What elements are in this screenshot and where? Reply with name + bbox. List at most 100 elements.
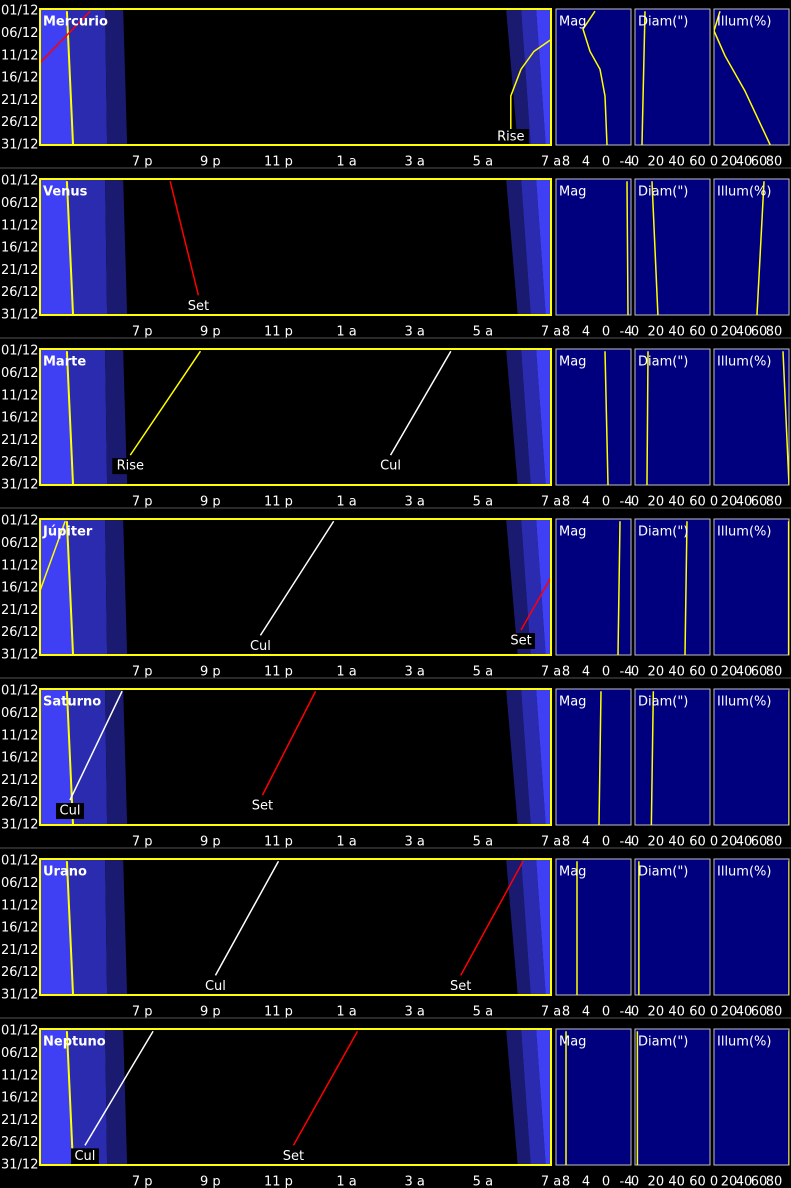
side-tick-label: 80 <box>766 835 783 850</box>
side-tick-label: 0 <box>631 665 639 680</box>
y-tick-label: 16/12 <box>1 1091 38 1106</box>
planet-panel: Set Venus 7 p 9 p 11 p 1 a 3 a 5 a 7 a 01/12 06/12… <box>0 167 791 340</box>
side-plot-background <box>634 518 711 656</box>
planet-panel: Rise Mercurio 7 p 9 p 11 p 1 a 3 a 5 a 7 a 01/12 0… <box>1 4 790 170</box>
diam-line <box>650 691 655 825</box>
twilight-band <box>40 9 73 145</box>
x-tick-label: 3 a <box>405 155 425 170</box>
event-line <box>84 1030 154 1146</box>
y-tick-label: 01/12 <box>1 344 38 359</box>
x-tick-label: 7 p <box>132 1175 153 1188</box>
event-label: Cul <box>60 804 81 819</box>
planet-name: Urano <box>43 865 87 880</box>
event-line <box>520 575 551 631</box>
twilight-band <box>66 519 108 655</box>
side-title: Diam(") <box>638 185 688 200</box>
event-line <box>129 350 202 456</box>
side-plot-background <box>713 178 790 316</box>
side-tick-label: 4 <box>582 1005 590 1020</box>
x-tick-label: 9 p <box>200 495 221 510</box>
side-tick-label: -4 <box>620 495 633 510</box>
event-label-bg <box>507 633 536 650</box>
twilight-band <box>105 519 128 655</box>
planet-name: Venus <box>43 185 88 200</box>
event-label-bg <box>70 1148 99 1165</box>
side-tick-label: 60 <box>689 665 706 680</box>
x-tick-label: 11 p <box>264 835 293 850</box>
side-tick-label: 40 <box>668 665 685 680</box>
x-tick-label: 7 a <box>541 495 561 510</box>
event-label-bg <box>112 458 149 475</box>
planet-name: Júpiter <box>42 525 93 540</box>
y-tick-label: 01/12 <box>1 684 38 699</box>
event-line <box>292 1030 359 1146</box>
y-tick-label: 31/12 <box>1 308 38 323</box>
y-tick-label: 11/12 <box>1 558 38 573</box>
sunset-line <box>65 691 75 825</box>
side-title: Diam(") <box>638 865 688 880</box>
y-tick-label: 06/12 <box>1 1046 38 1061</box>
event-label-bg <box>55 803 84 820</box>
x-tick-label: 3 a <box>405 325 425 340</box>
side-tick-label: 0 <box>602 1175 610 1188</box>
mag-line <box>626 181 629 315</box>
side-title: Illum(%) <box>717 1035 771 1050</box>
side-tick-label: 0 <box>710 665 718 680</box>
x-tick-label: 1 a <box>336 325 356 340</box>
side-tick-label: 0 <box>631 1175 639 1188</box>
twilight-band <box>521 859 546 995</box>
x-tick-label: 7 p <box>132 155 153 170</box>
side-plot-background <box>555 8 632 146</box>
x-tick-label: 3 a <box>405 665 425 680</box>
twilight-band <box>506 179 531 315</box>
x-tick-label: 7 p <box>132 665 153 680</box>
side-title: Mag <box>559 695 586 710</box>
plot-frame <box>39 518 552 656</box>
event-label-bg <box>279 1148 308 1165</box>
y-tick-label: 31/12 <box>1 648 38 663</box>
sunset-line <box>65 521 75 655</box>
side-plot-background <box>555 348 632 486</box>
y-tick-label: 26/12 <box>1 455 38 470</box>
side-tick-label: 40 <box>668 835 685 850</box>
y-tick-label: 06/12 <box>1 26 38 41</box>
event-label: Rise <box>497 130 524 145</box>
event-line <box>169 181 200 296</box>
side-tick-label: 40 <box>736 1175 753 1188</box>
event-label-bg <box>376 458 405 475</box>
twilight-band <box>105 349 128 485</box>
y-tick-label: 21/12 <box>1 773 38 788</box>
y-tick-label: 26/12 <box>1 115 38 130</box>
side-tick-label: 0 <box>631 495 639 510</box>
side-plot-background <box>634 858 711 996</box>
x-tick-label: 1 a <box>336 835 356 850</box>
twilight-band <box>66 349 108 485</box>
twilight-band <box>521 179 546 315</box>
x-tick-label: 7 a <box>541 1175 561 1188</box>
side-tick-label: 60 <box>689 835 706 850</box>
x-tick-label: 7 p <box>132 1005 153 1020</box>
side-tick-label: 0 <box>710 1005 718 1020</box>
side-tick-label: 60 <box>689 1175 706 1188</box>
side-tick-label: 0 <box>710 835 718 850</box>
y-tick-label: 31/12 <box>1 478 38 493</box>
plot-frame <box>39 348 552 486</box>
event-line <box>510 38 551 131</box>
y-tick-label: 26/12 <box>1 625 38 640</box>
y-tick-label: 21/12 <box>1 1113 38 1128</box>
y-tick-label: 21/12 <box>1 603 38 618</box>
event-label-bg <box>248 798 277 815</box>
side-tick-label: 80 <box>766 155 783 170</box>
twilight-band <box>536 179 551 315</box>
side-tick-label: 8 <box>562 665 570 680</box>
x-tick-label: 9 p <box>200 155 221 170</box>
side-tick-label: 20 <box>721 495 738 510</box>
side-tick-label: 60 <box>689 1005 706 1020</box>
event-line <box>259 520 335 636</box>
side-tick-label: 80 <box>766 1005 783 1020</box>
y-tick-label: 06/12 <box>1 536 38 551</box>
side-tick-label: 60 <box>751 495 768 510</box>
x-tick-label: 11 p <box>264 495 293 510</box>
event-label: Set <box>450 979 471 994</box>
